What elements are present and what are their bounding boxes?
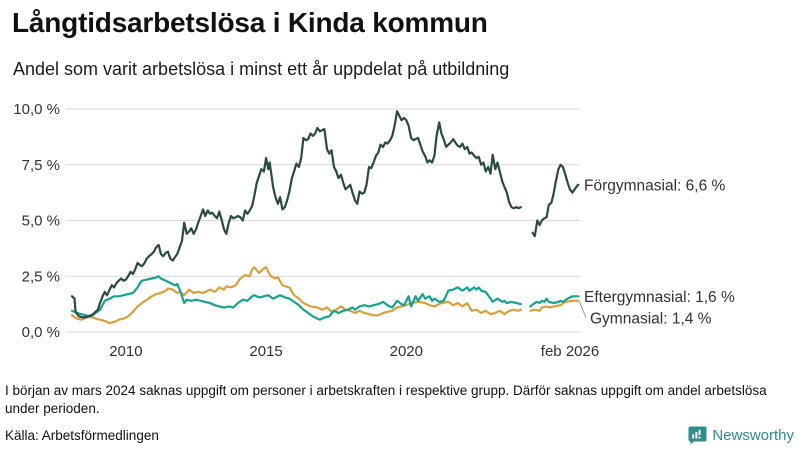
series-end-label: Förgymnasial: 6,6 % (584, 177, 725, 194)
series-line-eftergymnasial (70, 275, 580, 321)
y-axis-tick-label: 10,0 % (13, 101, 60, 118)
series-line-gymnasial (70, 266, 580, 325)
x-axis-tick-label: feb 2026 (541, 343, 599, 360)
series-end-label: Eftergymnasial: 1,6 % (584, 289, 735, 306)
page-title: Långtidsarbetslösa i Kinda kommun (12, 7, 488, 38)
newsworthy-icon (688, 426, 707, 445)
series-end-label: Gymnasial: 1,4 % (590, 310, 712, 327)
source-text: Källa: Arbetsförmedlingen (5, 428, 159, 443)
line-chart: 0,0 % 2,5 % 5,0 % 7,5 % 10,0 % 2010 2015 2020 fe… (13, 101, 735, 360)
y-axis-tick-label: 5,0 % (22, 213, 60, 230)
x-axis-tick-label: 2020 (390, 343, 423, 360)
note-text: I början av mars 2024 saknas uppgift om … (5, 383, 767, 416)
x-axis-tick-label: 2010 (109, 343, 142, 360)
y-axis-tick-label: 7,5 % (22, 157, 60, 174)
series-line-förgymnasial (70, 110, 580, 319)
y-axis-tick-label: 0,0 % (22, 324, 60, 341)
chart-area: 0,0 % 2,5 % 5,0 % 7,5 % 10,0 % 2010 2015 2020 fe… (0, 93, 800, 375)
label-connector (578, 300, 587, 318)
x-axis-tick-label: 2015 (249, 343, 282, 360)
newsworthy-wordmark: Newsworthy (712, 427, 794, 444)
chart-subtitle: Andel som varit arbetslösa i minst ett å… (13, 59, 510, 79)
newsworthy-logo[interactable]: Newsworthy (688, 426, 794, 445)
y-axis-tick-label: 2,5 % (22, 268, 60, 285)
